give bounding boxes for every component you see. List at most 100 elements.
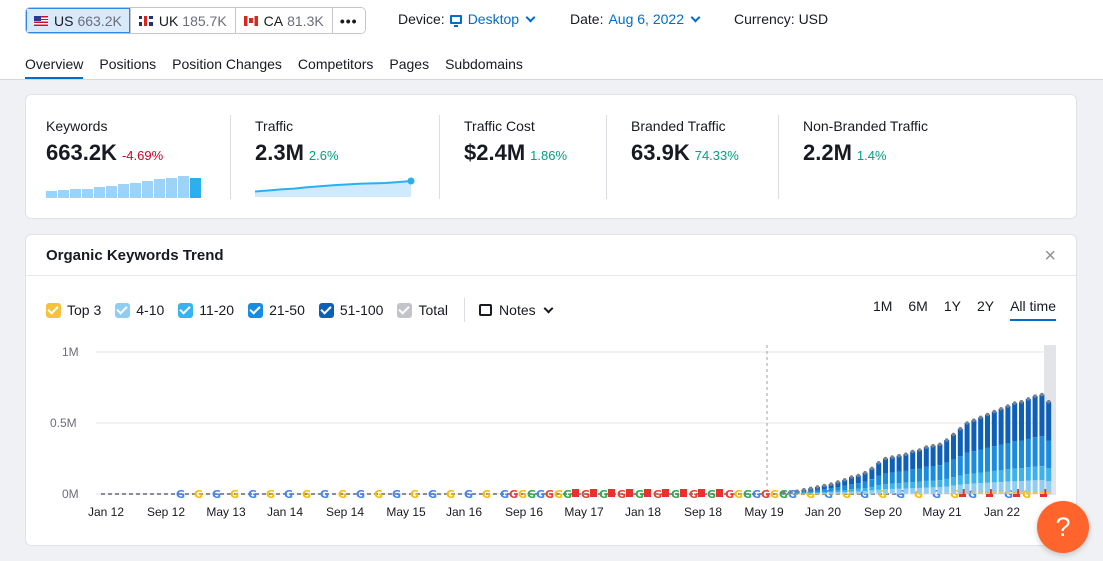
google-update-icon[interactable]: G xyxy=(464,488,473,501)
note-flag-icon[interactable] xyxy=(662,489,669,497)
tab-competitors[interactable]: Competitors xyxy=(297,56,374,72)
trend-bar-segment xyxy=(835,492,841,494)
trend-bar-segment xyxy=(889,457,895,473)
range-2y[interactable]: 2Y xyxy=(976,298,995,314)
google-update-icon[interactable]: G xyxy=(248,488,257,501)
google-update-icon[interactable]: G xyxy=(968,488,977,501)
google-update-icon[interactable]: G xyxy=(509,488,518,501)
legend-top3[interactable]: Top 3 xyxy=(46,302,101,318)
google-update-icon[interactable]: G xyxy=(545,488,554,501)
branded-traffic-metric[interactable]: Branded Traffic 63.9K 74.33% xyxy=(606,95,778,218)
trend-header: Organic Keywords Trend × xyxy=(26,235,1076,276)
google-update-icon[interactable]: G xyxy=(824,488,833,501)
traffic-cost-metric[interactable]: Traffic Cost $2.4M 1.86% xyxy=(439,95,606,218)
note-flag-icon[interactable] xyxy=(644,489,651,497)
y-tick-label: 1M xyxy=(62,345,79,359)
google-update-icon[interactable]: G xyxy=(617,488,626,501)
device-selector[interactable]: Device: Desktop xyxy=(398,11,536,27)
database-us-button[interactable]: US 663.2K xyxy=(26,8,131,33)
tab-position-changes[interactable]: Position Changes xyxy=(172,56,282,72)
google-update-icon[interactable]: G xyxy=(860,488,869,501)
google-update-icon[interactable]: G xyxy=(230,488,239,501)
google-update-icon[interactable]: G xyxy=(536,488,545,501)
google-update-icon[interactable]: G xyxy=(410,488,419,501)
us-flag-icon xyxy=(34,15,48,26)
note-flag-icon[interactable] xyxy=(680,489,687,497)
tab-pages[interactable]: Pages xyxy=(389,56,430,72)
total-point xyxy=(863,470,867,475)
google-update-icon[interactable]: G xyxy=(374,488,383,501)
note-flag-icon[interactable] xyxy=(716,489,723,497)
google-update-icon[interactable]: G xyxy=(896,488,905,501)
more-databases-button[interactable]: ••• xyxy=(332,8,365,33)
database-ca-button[interactable]: CA 81.3K xyxy=(235,8,333,33)
google-update-icon[interactable]: G xyxy=(1004,488,1013,501)
google-update-icon[interactable]: G xyxy=(392,488,401,501)
note-flag-icon[interactable] xyxy=(572,489,579,497)
google-update-icon[interactable]: G xyxy=(725,488,734,501)
google-update-icon[interactable]: G xyxy=(176,488,185,501)
google-update-icon[interactable]: G xyxy=(653,488,662,501)
google-update-icon[interactable]: G xyxy=(284,488,293,501)
google-update-icon[interactable]: G xyxy=(743,488,752,501)
note-flag-icon[interactable] xyxy=(626,489,633,497)
google-update-icon[interactable]: G xyxy=(212,488,221,501)
google-update-icon[interactable]: G xyxy=(266,488,275,501)
notes-dropdown[interactable]: Notes xyxy=(479,302,554,318)
google-update-icon[interactable]: G xyxy=(446,488,455,501)
range-6m[interactable]: 6M xyxy=(908,298,928,314)
database-uk-button[interactable]: UK 185.7K xyxy=(130,8,236,33)
google-update-icon[interactable]: G xyxy=(320,488,329,501)
google-update-icon[interactable]: G xyxy=(671,488,680,501)
google-update-icon[interactable]: G xyxy=(770,488,779,501)
metric-change: -4.69% xyxy=(121,148,164,163)
google-update-icon[interactable]: G xyxy=(527,488,536,501)
google-update-icon[interactable]: G xyxy=(356,488,365,501)
google-update-icon[interactable]: G xyxy=(500,488,509,501)
tab-subdomains[interactable]: Subdomains xyxy=(445,56,523,72)
total-point xyxy=(842,478,847,482)
google-update-icon[interactable]: G xyxy=(707,488,716,501)
note-flag-icon[interactable] xyxy=(698,489,705,497)
non-branded-traffic-metric[interactable]: Non-Branded Traffic 2.2M 1.4% xyxy=(778,95,1068,218)
legend-4-10[interactable]: 4-10 xyxy=(115,302,164,318)
google-update-icon[interactable]: G xyxy=(842,488,851,501)
keywords-metric[interactable]: Keywords 663.2K -4.69% xyxy=(26,95,230,218)
legend-21-50[interactable]: 21-50 xyxy=(248,302,305,318)
google-update-icon[interactable]: G xyxy=(302,488,311,501)
note-flag-icon[interactable] xyxy=(590,489,597,497)
google-update-icon[interactable]: G xyxy=(563,488,572,501)
google-update-icon[interactable]: G xyxy=(581,488,590,501)
google-update-icon[interactable]: G xyxy=(635,488,644,501)
google-update-icon[interactable]: G xyxy=(518,488,527,501)
google-update-icon[interactable]: G xyxy=(878,488,887,501)
google-update-icon[interactable]: G xyxy=(338,488,347,501)
range-1y[interactable]: 1Y xyxy=(943,298,961,314)
google-update-icon[interactable]: G xyxy=(734,488,743,501)
range-1m[interactable]: 1M xyxy=(872,298,893,314)
google-update-icon[interactable]: G xyxy=(482,488,491,501)
google-update-icon[interactable]: G xyxy=(950,488,959,501)
note-flag-icon[interactable] xyxy=(608,489,615,497)
google-update-icon[interactable]: G xyxy=(932,488,941,501)
legend-11-20[interactable]: 11-20 xyxy=(178,302,234,318)
google-update-icon[interactable]: G xyxy=(752,488,761,501)
help-button[interactable]: ? xyxy=(1037,501,1089,553)
google-update-icon[interactable]: G xyxy=(761,488,770,501)
date-selector[interactable]: Date: Aug 6, 2022 xyxy=(570,11,701,27)
legend-51-100[interactable]: 51-100 xyxy=(318,302,383,318)
google-update-icon[interactable]: G xyxy=(554,488,563,501)
google-update-icon[interactable]: G xyxy=(689,488,698,501)
range-all-time[interactable]: All time xyxy=(1010,298,1056,321)
tab-overview[interactable]: Overview xyxy=(25,56,84,79)
close-icon[interactable]: × xyxy=(1044,245,1056,267)
legend-total[interactable]: Total xyxy=(397,302,448,318)
tab-positions[interactable]: Positions xyxy=(99,56,157,72)
google-update-icon[interactable]: G xyxy=(1022,488,1031,501)
google-update-icon[interactable]: G xyxy=(194,488,203,501)
google-update-icon[interactable]: G xyxy=(914,488,923,501)
google-update-icon[interactable]: G xyxy=(806,488,815,501)
google-update-icon[interactable]: G xyxy=(428,488,437,501)
traffic-metric[interactable]: Traffic 2.3M 2.6% xyxy=(230,95,439,218)
google-update-icon[interactable]: G xyxy=(599,488,608,501)
